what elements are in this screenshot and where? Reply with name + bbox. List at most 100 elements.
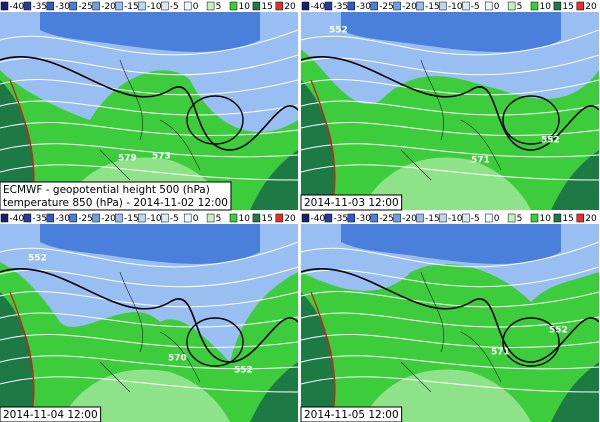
map-panel: -40 -35 -30 -25 -20 -15 -10 -5 0 5 10 15 20 579 573 ECM… (0, 0, 298, 211)
isotherm (301, 164, 599, 181)
legend-swatch (252, 1, 261, 11)
legend-label: 0 (494, 2, 500, 12)
map-panel: -40 -35 -30 -25 -20 -15 -10 -5 0 5 10 15 20 552 571 552… (300, 0, 599, 211)
legend-label: -15 (124, 214, 139, 224)
legend-swatch (553, 213, 562, 223)
panel-field (301, 212, 599, 422)
legend-label: 10 (540, 214, 552, 224)
legend-label: -35 (333, 2, 348, 12)
legend-label: 20 (585, 214, 597, 224)
legend-swatch (161, 213, 169, 223)
legend-swatch (229, 1, 238, 11)
isotherm (0, 79, 298, 96)
legend-swatch (69, 1, 77, 11)
legend-swatch (46, 1, 55, 11)
caption-box (0, 406, 102, 422)
legend-label: -40 (10, 2, 25, 12)
panel-field (0, 0, 298, 210)
legend-swatch (0, 1, 9, 11)
legend-label: -5 (170, 214, 179, 224)
legend-label: 5 (517, 2, 523, 12)
legend-label: 10 (239, 2, 251, 12)
caption-box (0, 181, 232, 211)
legend-label: -30 (55, 2, 70, 12)
legend-label: 10 (239, 214, 251, 224)
legend-swatch (507, 213, 516, 223)
warm-corner (0, 292, 34, 422)
legend-label: 5 (216, 2, 222, 12)
warm-corner (301, 292, 335, 422)
legend-swatch (161, 1, 169, 11)
legend-swatch (229, 213, 238, 223)
contour-label: 552 (329, 26, 348, 36)
map-panel: -40 -35 -30 -25 -20 -15 -10 -5 0 5 10 15 20 571 552 201… (300, 212, 599, 422)
legend-swatch (301, 1, 310, 11)
geopotential-contour (0, 56, 298, 151)
mild-zone (361, 369, 531, 422)
legend-label: -20 (402, 214, 417, 224)
caption-text: 2014-11-04 12:00 (3, 409, 98, 421)
legend-label: -40 (10, 214, 25, 224)
legend-swatch (462, 1, 470, 11)
isotherm (0, 121, 298, 137)
legend-label: -10 (147, 214, 162, 224)
legend-label: 20 (284, 2, 296, 12)
caption-text: temperature 850 (hPa) - 2014-11-02 12:00 (3, 197, 228, 209)
isotherm (301, 312, 599, 328)
mild-zone (361, 157, 531, 210)
legend-swatch (393, 213, 401, 223)
legend-swatch (46, 213, 55, 223)
legend-label: 20 (585, 2, 597, 12)
legend-label: -10 (147, 2, 162, 12)
legend-label: 5 (517, 214, 523, 224)
low-contour (502, 95, 560, 145)
legend-swatch (530, 1, 539, 11)
legend-label: 15 (562, 214, 573, 224)
contour-label: 552 (234, 366, 253, 376)
cold-core (341, 224, 561, 264)
isotherm (0, 241, 298, 268)
contour-label: 571 (491, 348, 510, 358)
legend-swatch (576, 213, 585, 223)
legend-label: 0 (494, 214, 500, 224)
isotherm (0, 291, 298, 308)
warm-corner (301, 80, 335, 210)
legend-label: 10 (540, 2, 552, 12)
coastline (99, 271, 201, 393)
legend-swatch (301, 213, 310, 223)
isotherm (301, 376, 599, 393)
legend-swatch (69, 213, 77, 223)
legend-label: 5 (216, 214, 222, 224)
contour-label: 573 (152, 152, 171, 162)
legend-swatch (275, 213, 284, 223)
legend-swatch (553, 1, 562, 11)
legend-label: -35 (32, 214, 47, 224)
legend-swatch (183, 213, 192, 223)
isotherm (301, 241, 599, 268)
legend-swatch (370, 1, 378, 11)
isotherm (0, 376, 298, 393)
legend-label: -15 (124, 2, 139, 12)
cold-core (341, 12, 561, 52)
geopotential-contour (0, 268, 298, 363)
legend-swatch (23, 213, 32, 223)
coastline (400, 271, 502, 393)
caption-box (300, 194, 403, 211)
coastline (99, 59, 201, 181)
legend-label: -20 (101, 214, 116, 224)
panel-field (0, 212, 298, 422)
legend-swatch (462, 213, 470, 223)
legend-swatch (393, 1, 401, 11)
legend-swatch (206, 213, 215, 223)
contour-label: 571 (471, 156, 490, 166)
contour-label: 579 (118, 154, 137, 164)
isotherm (0, 333, 298, 349)
isotherm (0, 312, 298, 328)
low-contour (186, 317, 244, 367)
legend-label: -15 (425, 2, 440, 12)
legend-label: -35 (32, 2, 47, 12)
legend-swatch (92, 1, 100, 11)
legend-swatch (324, 1, 333, 11)
contour-label: 552 (28, 254, 47, 264)
